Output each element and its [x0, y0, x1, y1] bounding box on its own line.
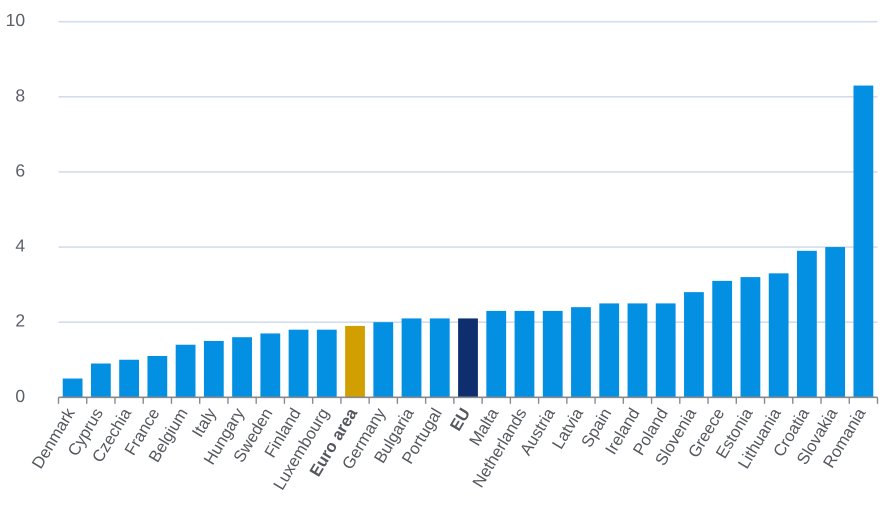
svg-text:0: 0	[15, 386, 25, 406]
svg-text:2: 2	[15, 311, 25, 331]
svg-text:6: 6	[15, 160, 25, 180]
svg-text:8: 8	[15, 85, 25, 105]
svg-text:10: 10	[6, 10, 26, 30]
svg-text:4: 4	[15, 236, 25, 256]
